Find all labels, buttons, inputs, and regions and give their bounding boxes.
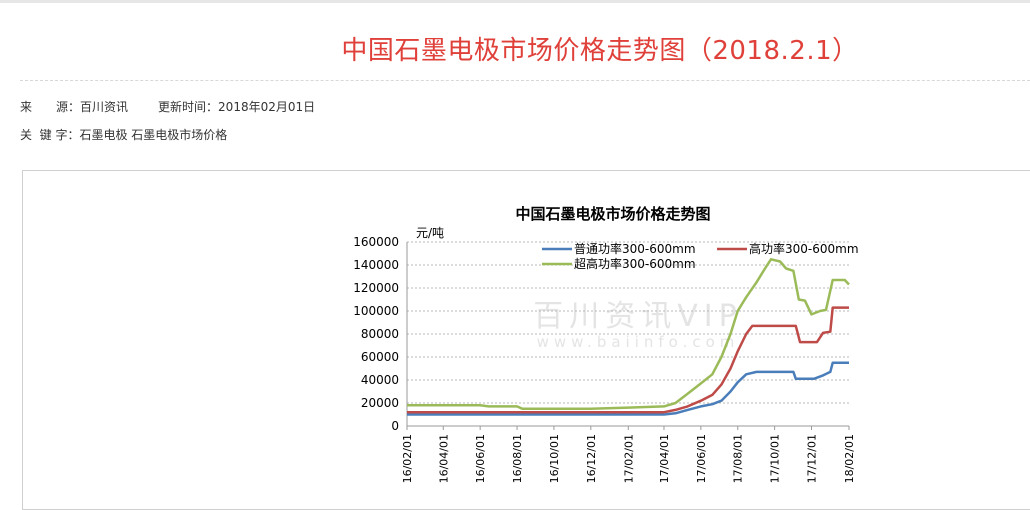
series-lines: [407, 258, 850, 416]
chart-title: 中国石墨电极市场价格走势图: [515, 205, 710, 223]
legend-label-2: 高功率300-600mm: [749, 241, 859, 256]
x-tick-label: 16/02/01: [401, 434, 414, 483]
x-tick-label: 17/10/01: [769, 434, 782, 483]
x-tick-label: 18/02/01: [843, 434, 856, 483]
y-tick-label: 120000: [353, 281, 399, 295]
article-meta-source: 来 源：百川资讯 更新时间：2018年02月01日: [20, 98, 315, 115]
keywords-label: 关 键 字：: [20, 128, 80, 142]
source-value: 百川资讯: [80, 100, 129, 114]
x-tick-label: 16/10/01: [548, 434, 561, 483]
updated-value: 2018年02月01日: [218, 100, 316, 114]
y-tick-label: 160000: [353, 235, 399, 249]
legend-label-1: 普通功率300-600mm: [574, 241, 696, 256]
keywords-value: 石墨电极 石墨电极市场价格: [79, 128, 228, 142]
watermark-url: www.baiinfo.com: [537, 333, 740, 351]
y-tick-label: 80000: [361, 327, 399, 341]
x-tick-label: 17/08/01: [732, 434, 745, 483]
y-tick-label: 140000: [353, 258, 399, 272]
page-title: 中国石墨电极市场价格走势图（2018.2.1）: [341, 36, 859, 66]
x-tick-label: 16/12/01: [585, 434, 598, 483]
legend: 普通功率300-600mm 高功率300-600mm 超高功率300-600mm: [542, 241, 859, 271]
y-tick-label: 40000: [361, 373, 399, 387]
x-tick-label: 17/12/01: [806, 434, 819, 483]
x-tick-label: 17/04/01: [658, 434, 671, 483]
x-tick-label: 17/02/01: [622, 434, 635, 483]
y-tick-label: 60000: [361, 350, 399, 364]
y-axis-ticks: 0 20000 40000 60000 80000 100000 120000 140000 1…: [353, 235, 399, 433]
updated-label: 更新时间：: [158, 100, 219, 114]
watermark-text: 百川资讯VIP: [533, 299, 742, 334]
title-separator: [20, 80, 1030, 81]
chart-frame: 中国石墨电极市场价格走势图 元/吨 百川资讯VIP www.baiinfo.com…: [22, 170, 1030, 510]
y-tick-label: 0: [391, 419, 399, 433]
y-tick-label: 100000: [353, 304, 399, 318]
x-axis-ticks: 16/02/01 16/04/01 16/06/01 16/08/01 16/10/01…: [401, 426, 856, 483]
x-tick-label: 16/04/01: [437, 434, 450, 483]
series-line-2: [407, 306, 849, 414]
article-meta-keywords: 关 键 字：石墨电极 石墨电极市场价格: [20, 126, 227, 143]
y-tick-label: 20000: [361, 396, 399, 410]
price-trend-chart: 中国石墨电极市场价格走势图 元/吨 百川资讯VIPwww.baiinfo.com…: [353, 205, 859, 483]
source-label: 来 源：: [20, 100, 81, 114]
x-tick-label: 16/06/01: [474, 434, 487, 483]
legend-label-3: 超高功率300-600mm: [574, 256, 696, 271]
series-line-1: [407, 361, 849, 416]
series-line-3: [407, 258, 850, 411]
y-axis-unit: 元/吨: [416, 226, 444, 240]
grid-lines: [406, 241, 849, 427]
x-tick-label: 16/08/01: [511, 434, 524, 483]
top-divider: [0, 0, 1030, 3]
x-tick-label: 17/06/01: [695, 434, 708, 483]
